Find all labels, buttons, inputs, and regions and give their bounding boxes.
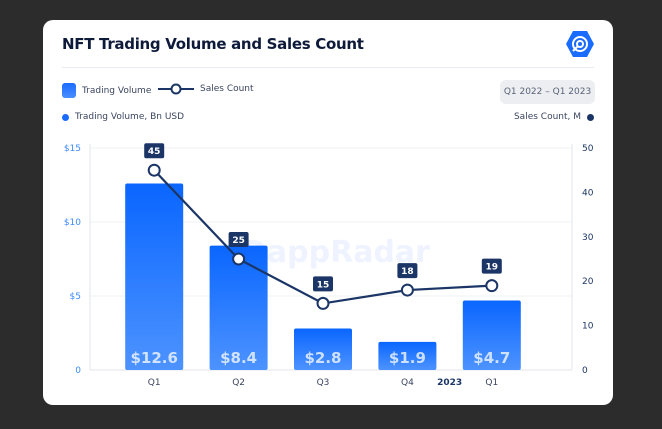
left-tick-label: $10: [64, 218, 81, 228]
x-tick-label: Q1: [148, 378, 161, 388]
left-tick-label: 0: [75, 366, 81, 376]
bar-2: [294, 328, 352, 370]
left-tick-label: $15: [64, 144, 81, 154]
right-tick-label: 30: [582, 233, 594, 243]
left-axis-title: Trading Volume, Bn USD: [62, 112, 184, 122]
right-tick-label: 20: [582, 277, 594, 287]
line-label-box: [397, 263, 418, 279]
left-tick-label: $5: [70, 292, 81, 302]
line-data-label: 18: [401, 267, 414, 277]
year-marker: 2023: [437, 378, 462, 388]
bar-data-label: $2.8: [304, 349, 341, 367]
bar-swatch-icon: [62, 83, 76, 98]
line-point-2: [316, 296, 330, 310]
bar-data-label: $4.7: [473, 349, 510, 367]
right-tick-label: 40: [582, 188, 594, 198]
bar-0: [125, 183, 184, 370]
right-tick-label: 50: [582, 144, 594, 154]
line-marker-icon: [158, 83, 194, 95]
bar-1: [209, 245, 268, 370]
blue-dot-icon: [62, 113, 69, 121]
right-tick-label: 0: [582, 366, 588, 376]
legend-bar: Trading Volume: [62, 83, 151, 98]
line-label-box: [144, 143, 165, 159]
chart-title: NFT Trading Volume and Sales Count: [62, 35, 364, 53]
bar-4: [462, 300, 521, 370]
bar-data-label: $8.4: [220, 349, 257, 367]
navy-dot-icon: [587, 113, 594, 121]
right-axis-title: Sales Count, M: [514, 112, 594, 122]
dappradar-logo-icon: [566, 31, 594, 57]
line-label-box: [313, 276, 333, 292]
line-data-label: 45: [148, 147, 161, 157]
left-axis-label: Trading Volume, Bn USD: [75, 112, 185, 122]
x-tick-label: Q4: [401, 378, 414, 388]
line-label-box: [481, 258, 502, 274]
x-tick-label: Q2: [232, 378, 245, 388]
line-point-3: [400, 283, 414, 297]
x-tick-label: Q3: [317, 378, 330, 388]
divider: [62, 67, 594, 68]
line-data-label: 15: [317, 280, 330, 290]
legend-line-label: Sales Count: [200, 84, 254, 94]
line-point-1: [232, 252, 246, 266]
line-data-label: 25: [232, 236, 245, 246]
line-point-0: [147, 163, 161, 177]
date-range-badge: Q1 2022 – Q1 2023: [500, 80, 595, 104]
bar-data-label: $12.6: [130, 349, 177, 367]
bar-data-label: $1.9: [389, 349, 426, 367]
line-data-label: 19: [486, 263, 499, 273]
x-tick-label: Q1: [485, 378, 498, 388]
line-point-4: [485, 279, 499, 293]
right-tick-label: 10: [582, 322, 594, 332]
legend-line: Sales Count: [158, 83, 254, 95]
legend-bar-label: Trading Volume: [82, 85, 152, 96]
right-axis-label: Sales Count, M: [513, 112, 581, 122]
line-label-box: [228, 232, 249, 247]
bar-3: [378, 341, 437, 370]
